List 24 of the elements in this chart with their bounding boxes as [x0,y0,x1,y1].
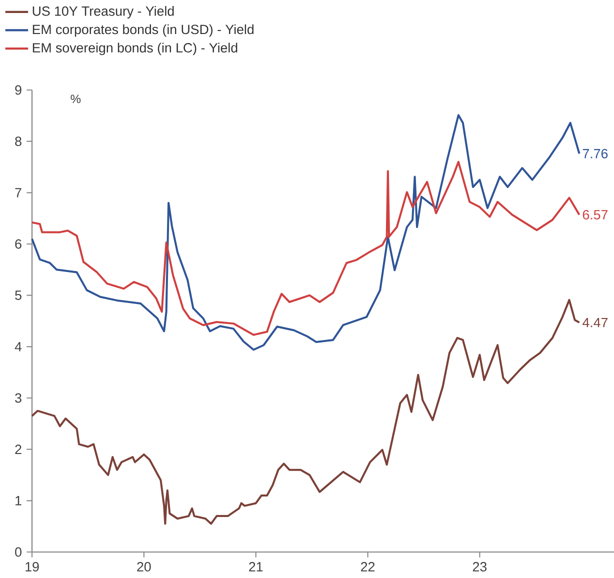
y-tick-label: 4 [14,342,22,352]
y-tick-label: 0 [15,547,22,557]
y-axis-title: % [70,94,81,104]
y-tick-label: 2 [15,444,22,454]
y-tick-label: 3 [15,393,22,403]
line-series [31,114,580,351]
x-tick-label: 20 [137,562,151,572]
x-tick-label: 23 [472,562,487,572]
data-label: 4.47 [582,318,608,328]
y-tick-label: 6 [15,239,22,249]
line-series [31,160,580,336]
legend-label: EM sovereign bonds (in LC) - Yield [32,42,238,56]
data-label: 6.57 [582,210,608,220]
x-tick-label: 22 [361,562,375,572]
y-tick-label: 8 [15,136,22,146]
x-tick-label: 21 [249,562,263,572]
x-tick-label: 19 [26,562,39,572]
y-tick-label: 1 [16,496,22,506]
legend-label: US 10Y Treasury - Yield [32,6,174,18]
y-tick-label: 9 [15,85,22,95]
legend-label: EM corporates bonds (in USD) - Yield [32,24,254,37]
y-tick-label: 7 [15,188,22,198]
data-label: 7.76 [582,148,608,158]
y-tick-label: 5 [15,290,22,300]
